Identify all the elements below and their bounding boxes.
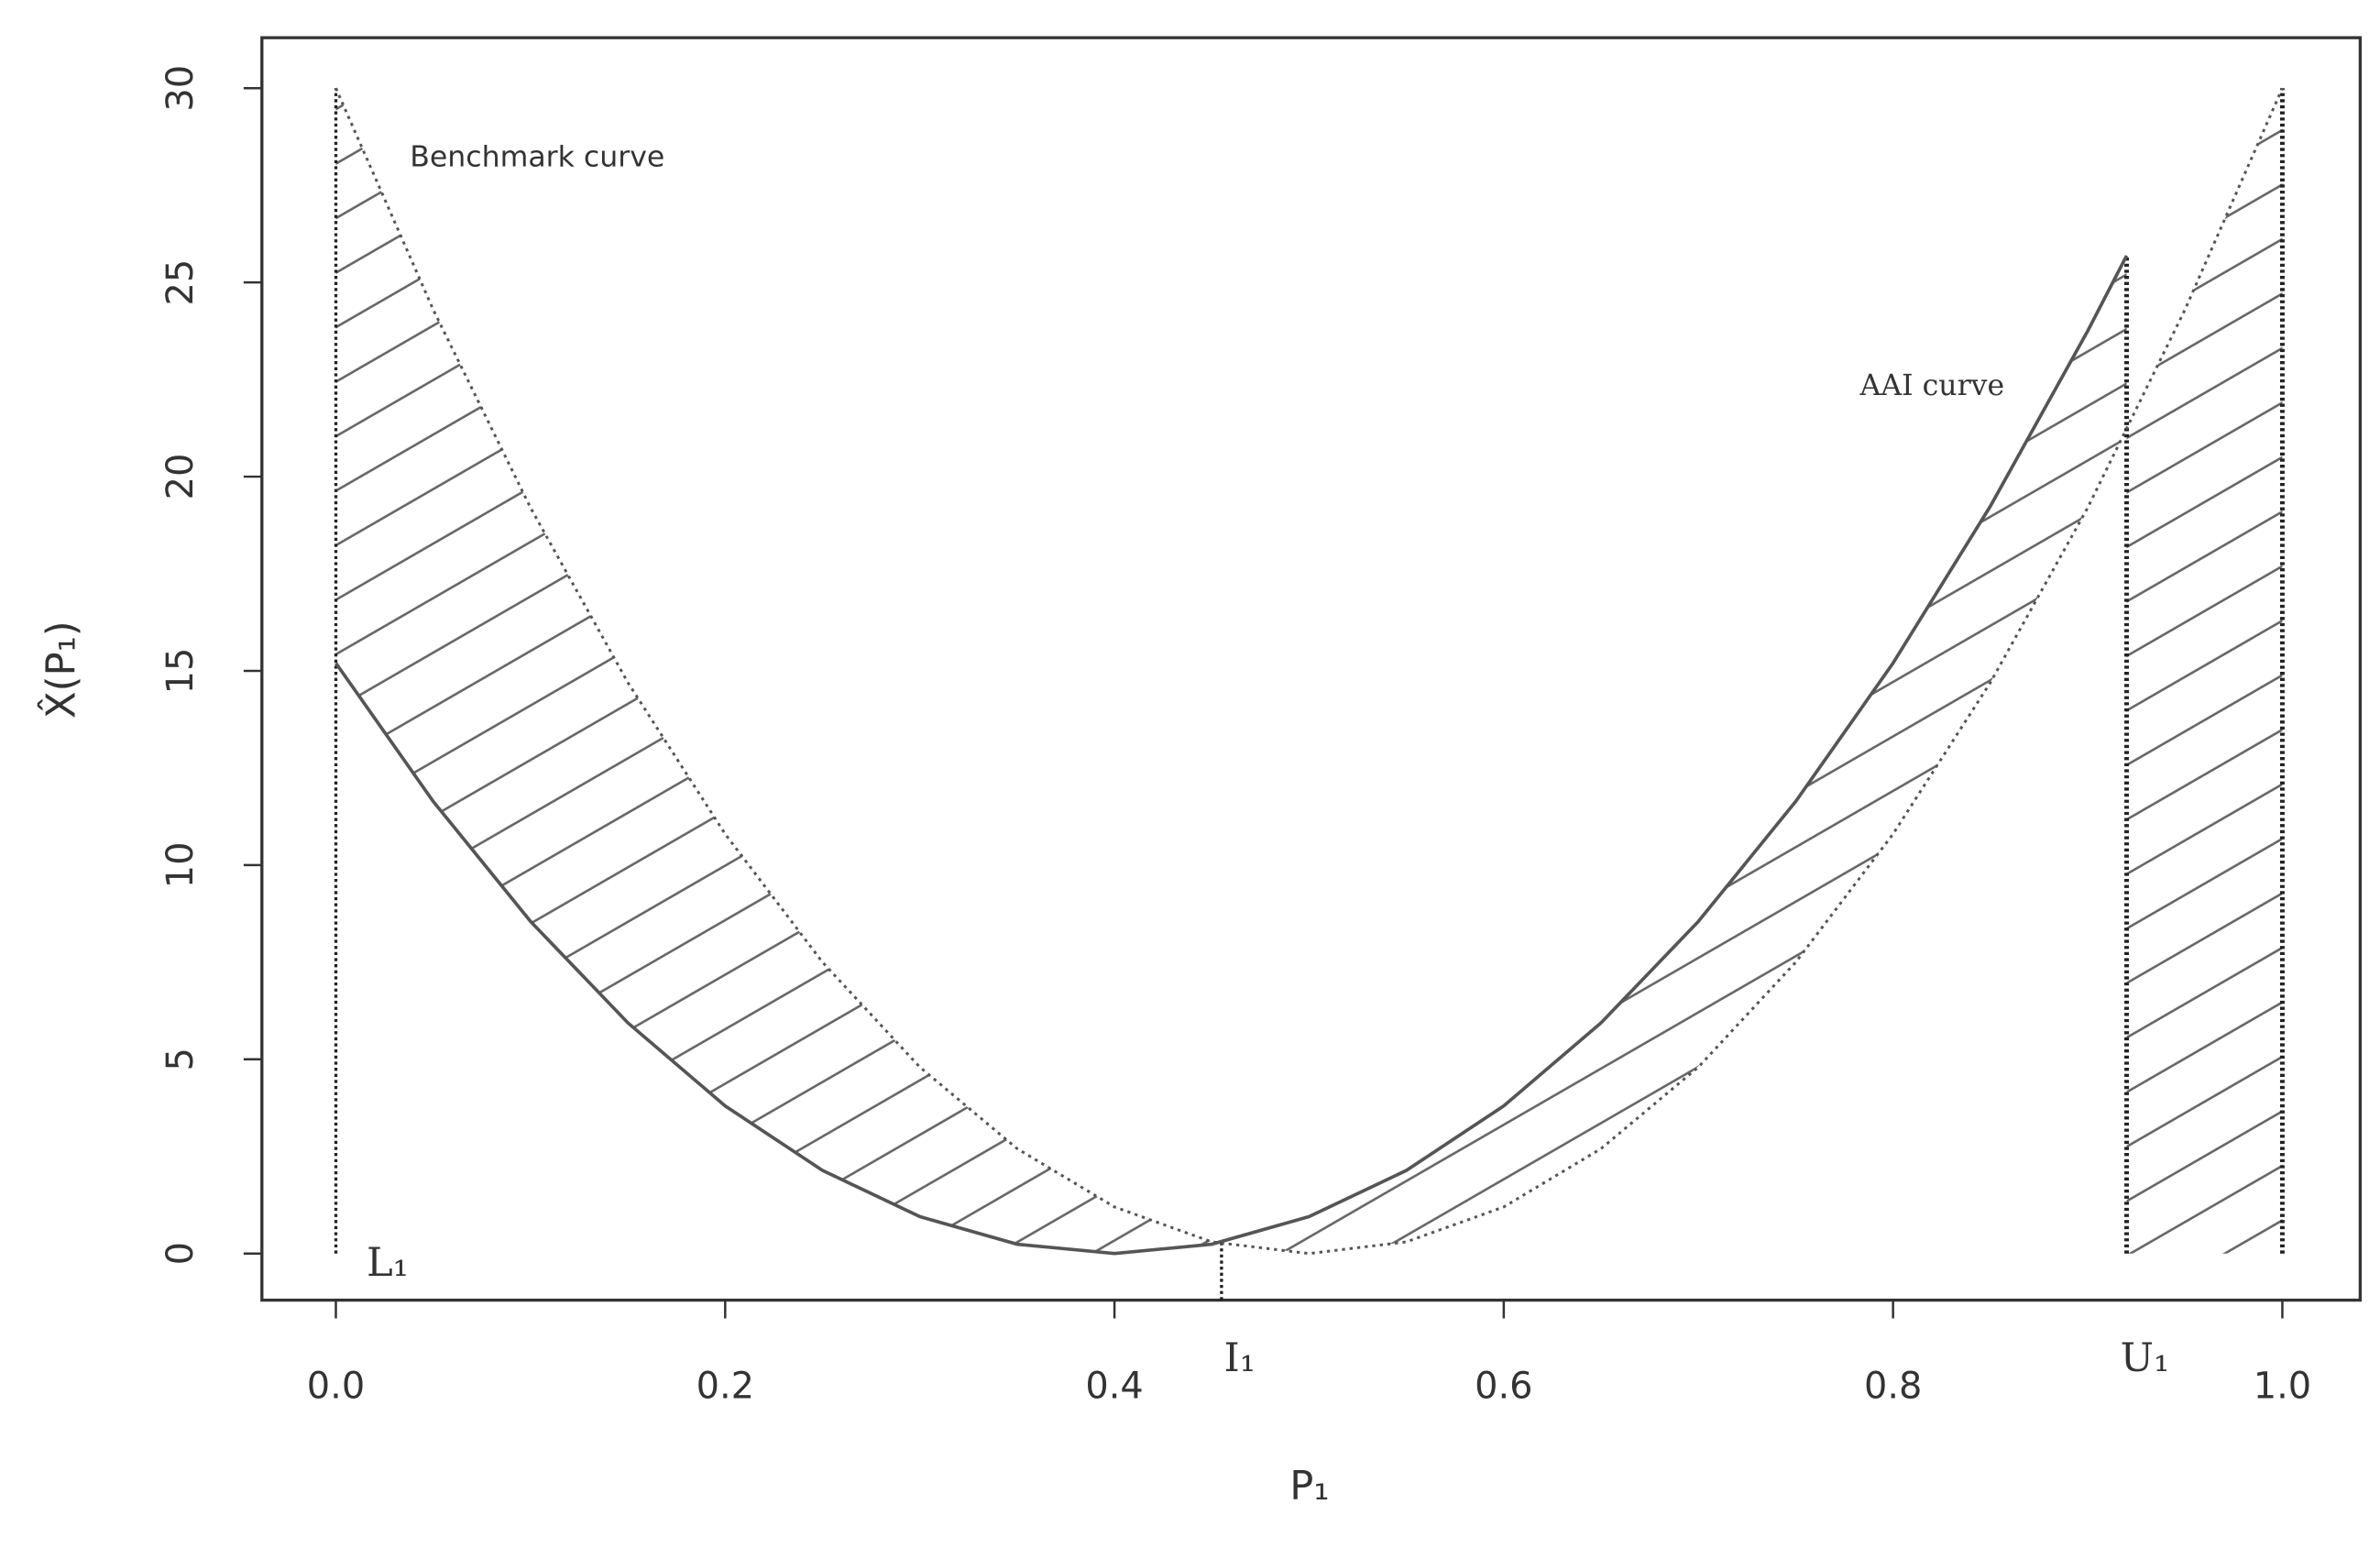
x-axis-title: P₁ [1289,1464,1329,1510]
y-axis-title: X̂(P₁) [38,620,84,719]
x-tick-label: 0.8 [1864,1365,1922,1407]
y-tick-label: 20 [159,454,202,500]
hatch-region [1221,255,2127,1254]
y-tick-label: 15 [159,648,202,695]
y-tick-label: 25 [159,259,202,306]
hatch-region [335,88,1222,1254]
marker-label: L₁ [367,1240,409,1286]
x-tick-label: 0.4 [1085,1365,1143,1407]
x-tick-label: 0.0 [307,1365,365,1407]
y-tick-label: 10 [159,842,202,889]
curve-label: AAI curve [1859,369,2005,402]
x-tick-label: 0.6 [1475,1365,1532,1407]
hatch-region [2126,88,2283,1254]
y-tick-label: 5 [159,1048,202,1070]
plot-frame [260,36,2363,1302]
y-tick-label: 30 [159,65,202,112]
marker-label: U₁ [2121,1335,2170,1381]
line [335,87,2284,1256]
line [335,255,2129,1256]
marker-label: I₁ [1224,1335,1256,1381]
x-tick-label: 0.2 [696,1365,754,1407]
y-tick-label: 0 [159,1242,202,1265]
curve-label: Benchmark curve [410,141,664,174]
x-tick-label: 1.0 [2254,1365,2311,1407]
